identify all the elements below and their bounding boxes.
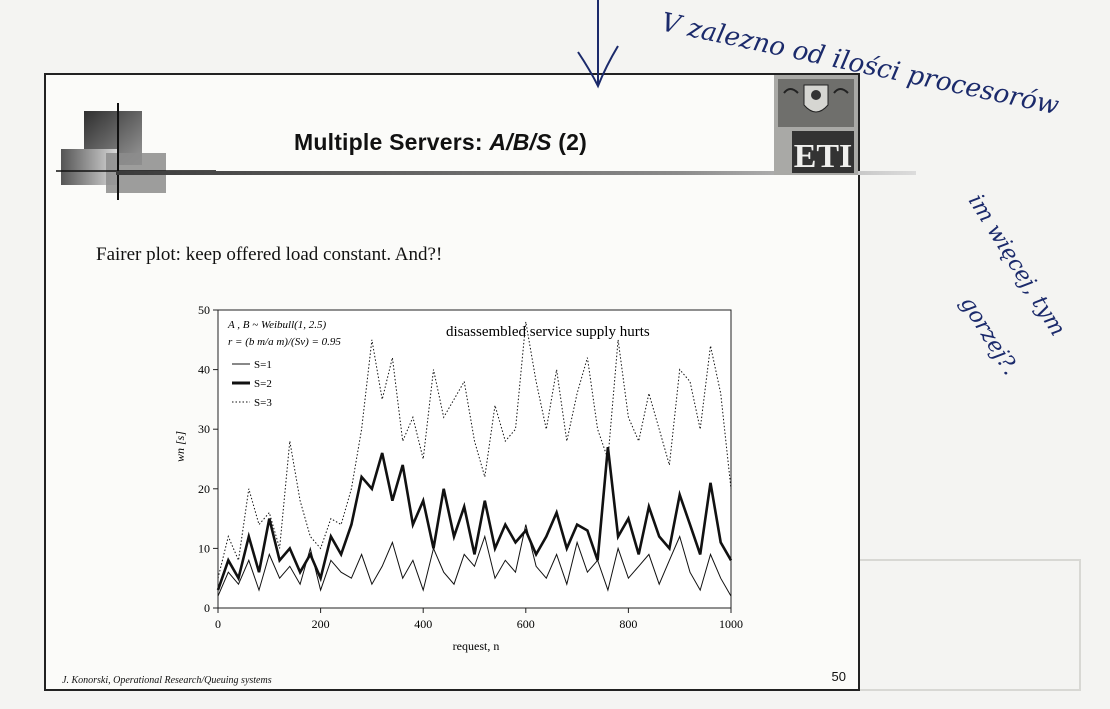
- series-line-s-3: [217, 321, 732, 579]
- x-axis-label: request, n: [453, 639, 500, 653]
- handwritten-line-3: gorzej?.: [955, 292, 1023, 380]
- legend-s2: S=2: [254, 378, 272, 390]
- emblem-letters: ETI: [794, 138, 853, 175]
- legend: S=1 S=2 S=3: [232, 359, 272, 409]
- y-tick-label: 50: [198, 303, 210, 317]
- x-tick-label: 600: [517, 617, 535, 631]
- presentation-slide: Multiple Servers: A/B/S (2) ETI Fairer p…: [44, 73, 916, 691]
- legend-load: r = (b m/a m)/(Sv) = 0.95: [228, 336, 341, 348]
- y-tick-label: 10: [198, 541, 210, 555]
- body-text: Fairer plot: keep offered load constant.…: [96, 244, 443, 265]
- line-chart: 0 200 400 600 800 1000 0 10 20 30 40 50 wn [s] requ…: [173, 303, 743, 653]
- chart-container: 0 200 400 600 800 1000 0 10 20 30 40 50 wn [s] requ…: [173, 300, 746, 670]
- slide-title-italic: A/B/S: [489, 129, 552, 155]
- x-tick-label: 400: [414, 617, 432, 631]
- footer-author: J. Konorski, Operational Research/Queuin…: [62, 675, 272, 686]
- handwritten-line-2: im więcej, tym: [963, 190, 1070, 341]
- decorative-squares-logo: [56, 103, 216, 200]
- y-tick-label: 0: [204, 601, 210, 615]
- series-line-s-1: [217, 524, 732, 597]
- x-tick-label: 800: [619, 617, 637, 631]
- legend-s3: S=3: [254, 397, 272, 409]
- y-tick-label: 40: [198, 363, 210, 377]
- slide-title-suffix: (2): [551, 129, 587, 155]
- institution-emblem: ETI: [774, 75, 858, 175]
- slide-title-main: Multiple Servers:: [294, 129, 490, 155]
- chart-title: disassembled service supply hurts: [446, 324, 650, 340]
- legend-distribution: A , B ~ Weibull(1, 2.5): [227, 319, 327, 331]
- x-tick-label: 200: [312, 617, 330, 631]
- y-axis-label: wn [s]: [176, 431, 187, 462]
- page-number: 50: [831, 669, 846, 684]
- y-tick-label: 30: [198, 422, 210, 436]
- title-underline-rule: [116, 171, 916, 175]
- slide-title: Multiple Servers: A/B/S (2): [294, 129, 587, 156]
- x-tick-label: 0: [215, 617, 221, 631]
- y-tick-label: 20: [198, 482, 210, 496]
- x-tick-label: 1000: [719, 617, 743, 631]
- series-line-s-2: [216, 446, 733, 591]
- legend-s1: S=1: [254, 359, 272, 371]
